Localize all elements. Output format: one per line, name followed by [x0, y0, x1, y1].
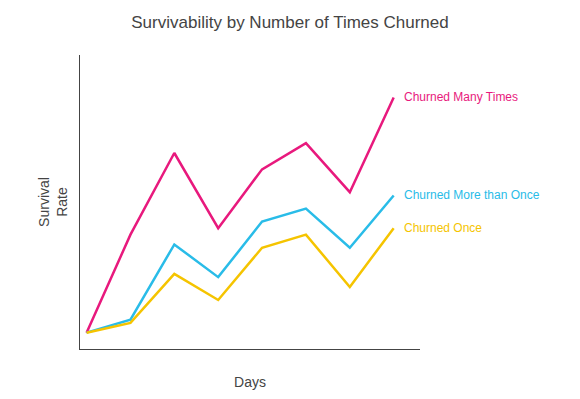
svg-text:SurvivalRate: SurvivalRate — [36, 177, 70, 227]
svg-text:Churned Once: Churned Once — [404, 221, 482, 235]
svg-text:Days: Days — [234, 374, 266, 390]
svg-text:Churned Many Times: Churned Many Times — [404, 90, 518, 104]
svg-text:Survivability by Number of Tim: Survivability by Number of Times Churned — [131, 13, 448, 32]
svg-text:Churned More than Once: Churned More than Once — [404, 188, 540, 202]
